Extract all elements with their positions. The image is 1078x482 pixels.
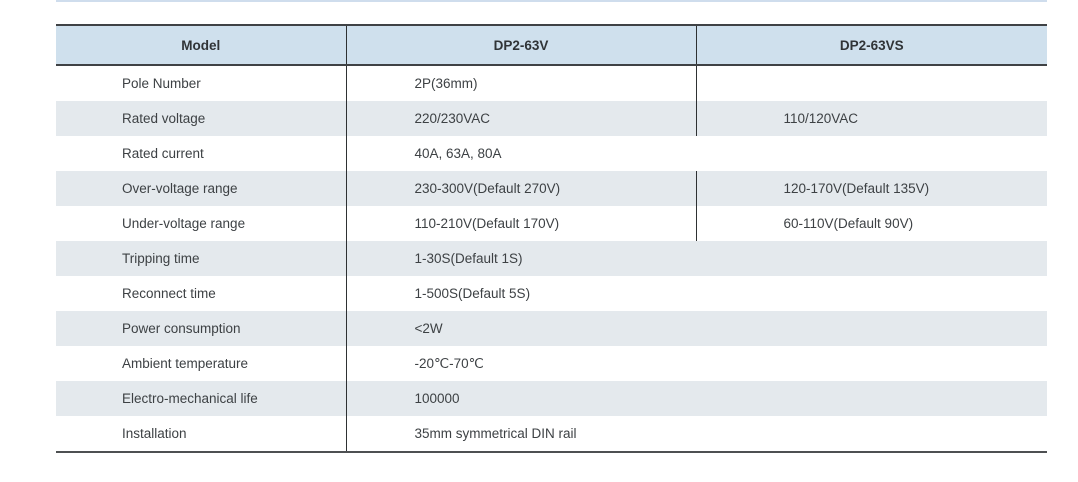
- table-row-power-consumption: Power consumption <2W: [56, 311, 1047, 346]
- row-label: Electro-mechanical life: [122, 391, 258, 406]
- row-label: Ambient temperature: [122, 356, 249, 371]
- value-dp2-63vs: 120-170V(Default 135V): [695, 171, 1047, 206]
- spec-table-container: Model DP2-63V DP2-63VS Pole Number 2P(36…: [56, 24, 1047, 453]
- row-label: Under-voltage range: [122, 216, 246, 231]
- table-row-rated-current: Rated current 40A, 63A, 80A: [56, 136, 1047, 171]
- value-dp2-63v: 2P(36mm): [345, 65, 696, 101]
- header-dp2-63vs: DP2-63VS: [695, 25, 1047, 66]
- value-both-models: 1-30S(Default 1S): [345, 241, 1047, 276]
- row-label: Over-voltage range: [122, 181, 238, 196]
- header-row: Model DP2-63V DP2-63VS: [56, 25, 1047, 66]
- value-both-models: <2W: [345, 311, 1047, 346]
- value-both-models: 100000: [345, 381, 1047, 416]
- table-row-reconnect-time: Reconnect time 1-500S(Default 5S): [56, 276, 1047, 311]
- table-row-over-voltage-range: Over-voltage range 230-300V(Default 270V…: [56, 171, 1047, 206]
- header-model: Model: [56, 25, 346, 66]
- value-dp2-63vs: 60-110V(Default 90V): [695, 206, 1047, 241]
- row-label: Rated voltage: [122, 111, 206, 126]
- row-label: Installation: [122, 426, 187, 441]
- row-label: Pole Number: [122, 76, 201, 91]
- spec-table-body: Pole Number 2P(36mm) Rated voltage 220/2…: [56, 65, 1047, 452]
- table-row-tripping-time: Tripping time 1-30S(Default 1S): [56, 241, 1047, 276]
- table-row-under-voltage-range: Under-voltage range 110-210V(Default 170…: [56, 206, 1047, 241]
- value-both-models: 35mm symmetrical DIN rail: [345, 416, 1047, 452]
- row-label: Rated current: [122, 146, 204, 161]
- table-row-pole-number: Pole Number 2P(36mm): [56, 65, 1047, 101]
- value-dp2-63v: 220/230VAC: [345, 101, 696, 136]
- top-divider-rule: [56, 0, 1047, 2]
- table-row-installation: Installation 35mm symmetrical DIN rail: [56, 416, 1047, 452]
- table-row-electro-mechanical-life: Electro-mechanical life 100000: [56, 381, 1047, 416]
- value-dp2-63v: 110-210V(Default 170V): [345, 206, 696, 241]
- value-dp2-63vs: [695, 65, 1047, 101]
- spec-table-header: Model DP2-63V DP2-63VS: [56, 25, 1047, 66]
- value-dp2-63v: 230-300V(Default 270V): [345, 171, 696, 206]
- value-both-models: 1-500S(Default 5S): [345, 276, 1047, 311]
- row-label: Power consumption: [122, 321, 241, 336]
- spec-table: Model DP2-63V DP2-63VS Pole Number 2P(36…: [56, 24, 1047, 453]
- value-both-models: -20℃-70℃: [345, 346, 1047, 381]
- value-both-models: 40A, 63A, 80A: [345, 136, 1047, 171]
- row-label: Reconnect time: [122, 286, 216, 301]
- table-row-ambient-temperature: Ambient temperature -20℃-70℃: [56, 346, 1047, 381]
- table-row-rated-voltage: Rated voltage 220/230VAC 110/120VAC: [56, 101, 1047, 136]
- row-label: Tripping time: [122, 251, 200, 266]
- value-dp2-63vs: 110/120VAC: [695, 101, 1047, 136]
- header-dp2-63v: DP2-63V: [345, 25, 696, 66]
